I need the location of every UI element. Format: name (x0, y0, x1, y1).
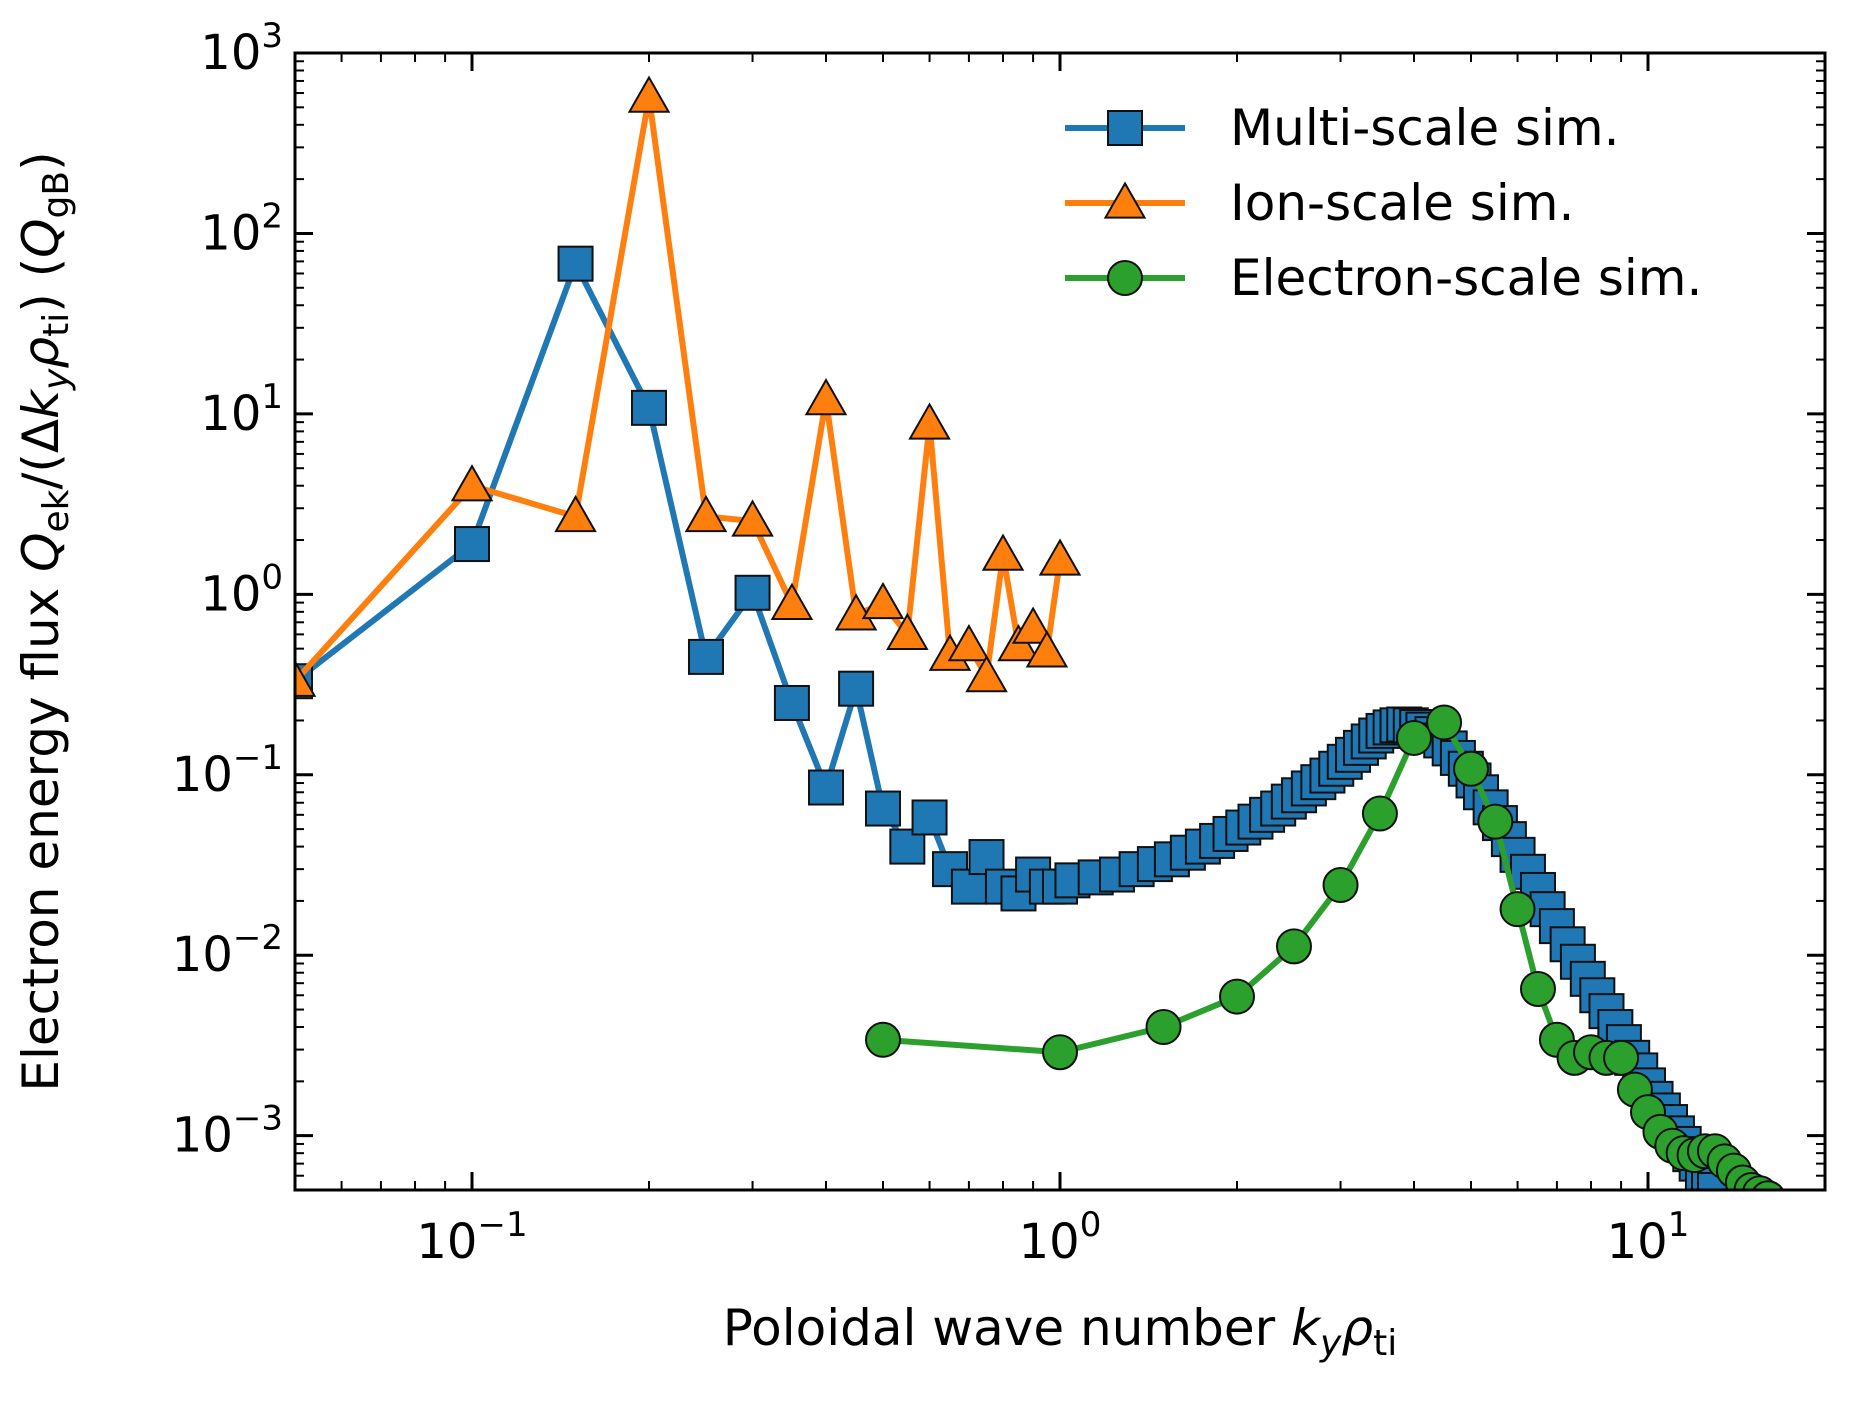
data-point (687, 638, 724, 675)
data-point (1396, 719, 1433, 756)
legend-item: Multi-scale sim. (1065, 99, 1620, 157)
data-point (734, 574, 771, 611)
x-tick-label: 100 (1019, 1205, 1102, 1270)
y-tick-label: 10−2 (172, 918, 283, 983)
y-tick-label: 101 (200, 377, 283, 442)
y-axis-label: Electron energy flux Qek/(Δkyρti) (QgB) (12, 151, 77, 1091)
y-tick-label: 10−3 (172, 1099, 283, 1164)
data-point (631, 389, 668, 426)
series-circle (864, 704, 1785, 1190)
data-point (864, 1021, 901, 1058)
y-tick-label: 102 (200, 196, 283, 261)
legend: Multi-scale sim. Ion-scale sim. Electron-s… (1065, 99, 1702, 307)
data-point (1426, 704, 1463, 741)
data-point (1603, 1039, 1640, 1076)
data-point (773, 684, 810, 721)
data-point (731, 499, 774, 537)
data-point (838, 670, 875, 707)
data-point (1038, 538, 1082, 576)
legend-label: Multi-scale sim. (1230, 99, 1620, 157)
data-point (911, 799, 948, 836)
data-point (1011, 606, 1055, 644)
data-point (684, 494, 728, 533)
data-point (770, 582, 814, 621)
data-point (908, 402, 951, 440)
data-point (1275, 928, 1312, 965)
data-point (1752, 1180, 1785, 1190)
x-tick-label: 101 (1607, 1205, 1690, 1270)
data-point (1145, 1009, 1182, 1046)
data-point (627, 75, 671, 113)
legend-item: Electron-scale sim. (1065, 249, 1702, 307)
data-point (861, 581, 905, 620)
data-point (947, 624, 991, 662)
data-point (1042, 1034, 1078, 1071)
data-point (864, 790, 901, 827)
data-point (1219, 978, 1256, 1015)
series-square (295, 245, 1733, 1190)
data-point (1361, 795, 1398, 832)
y-tick-label: 10−1 (172, 738, 283, 803)
legend-item: Ion-scale sim. (1065, 174, 1574, 232)
data-point (454, 526, 491, 563)
legend-label: Ion-scale sim. (1230, 174, 1574, 232)
data-point (808, 769, 845, 806)
data-point (295, 659, 317, 697)
data-point (981, 533, 1025, 571)
x-tick-label: 10−1 (416, 1205, 527, 1270)
data-point (554, 494, 597, 533)
data-point (557, 245, 594, 282)
data-point (1499, 891, 1536, 928)
y-tick-label: 103 (200, 16, 283, 81)
legend-label: Electron-scale sim. (1230, 249, 1702, 307)
legend-marker (1107, 260, 1143, 296)
data-point (965, 655, 1008, 693)
data-point (1452, 750, 1489, 787)
data-point (450, 464, 494, 502)
data-point (804, 378, 848, 416)
plot-frame (293, 51, 1827, 1192)
x-axis-label: Poloidal wave number kyρti (723, 1299, 1397, 1364)
data-point (1477, 803, 1514, 840)
data-point (1025, 630, 1069, 668)
series-triangle (295, 75, 1082, 697)
y-tick-label: 100 (200, 557, 283, 622)
tick-labels: 10−1 100 101 10−3 10−2 10−1 100 101 102 103 (172, 16, 1690, 1270)
data-point (1519, 970, 1556, 1007)
data-point (886, 612, 929, 651)
plot-area (295, 75, 1785, 1190)
legend-marker (1103, 181, 1147, 219)
data-point (1322, 867, 1359, 904)
legend-marker (1107, 110, 1143, 146)
